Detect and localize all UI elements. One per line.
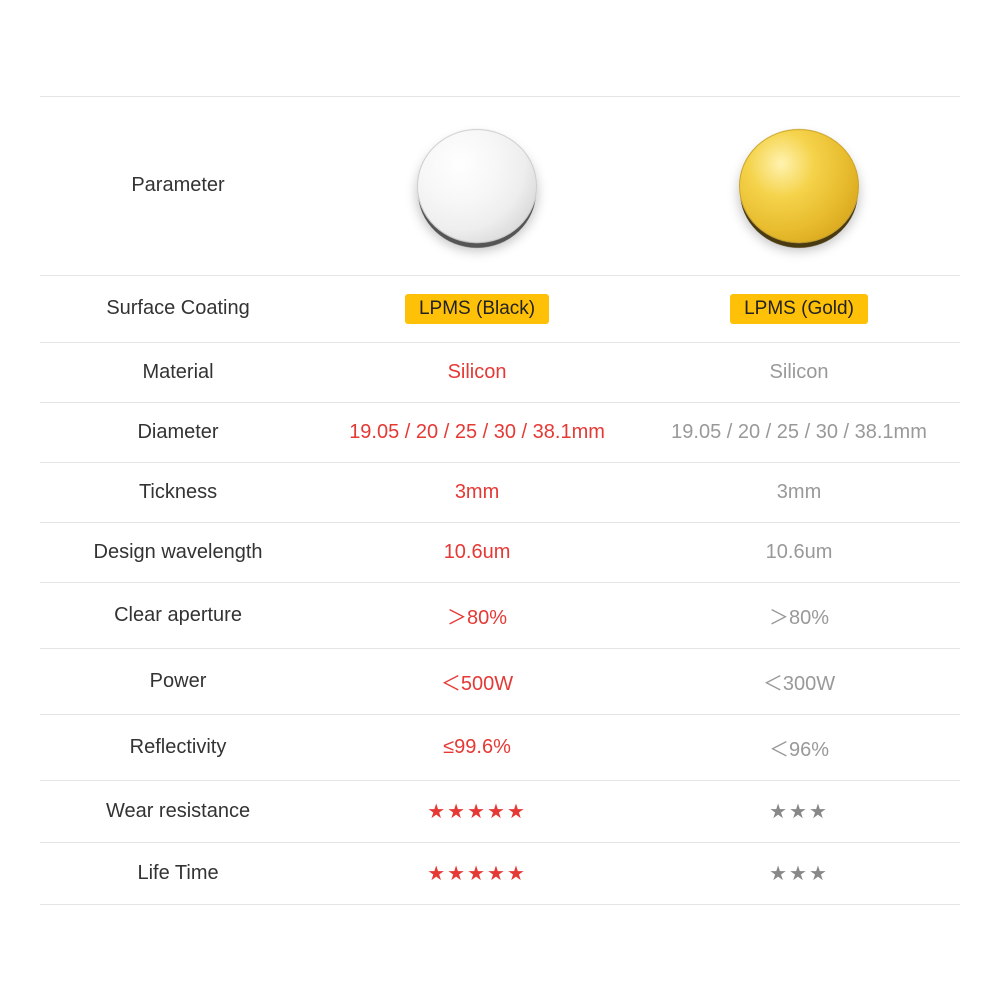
mirror-silver-icon xyxy=(417,128,537,242)
badge: LPMS (Black) xyxy=(405,294,549,324)
badge: LPMS (Gold) xyxy=(730,294,868,324)
col2-value: ★★★ xyxy=(638,843,960,904)
col2-value: ★★★ xyxy=(638,781,960,842)
param-label: Diameter xyxy=(40,403,316,462)
mirror-silver-wrap xyxy=(324,121,630,251)
table-row: Wear resistance★★★★★★★★ xyxy=(40,780,960,842)
mirror-gold-wrap xyxy=(646,121,952,251)
col1-value: 19.05 / 20 / 25 / 30 / 38.1mm xyxy=(316,403,638,462)
col2-value: ＞80% xyxy=(638,583,960,648)
col2-value: 19.05 / 20 / 25 / 30 / 38.1mm xyxy=(638,403,960,462)
header-col1-image xyxy=(316,97,638,275)
value-text: ＜300W xyxy=(763,673,835,695)
param-label: Surface Coating xyxy=(40,279,316,338)
value-text: ＞80% xyxy=(769,607,829,629)
col2-value: 10.6um xyxy=(638,523,960,582)
col1-value: LPMS (Black) xyxy=(316,276,638,342)
col1-value: 3mm xyxy=(316,463,638,522)
value-text: Silicon xyxy=(448,361,507,383)
table-row: Material Silicon Silicon xyxy=(40,342,960,402)
col1-value: Silicon xyxy=(316,343,638,402)
header-col2-image xyxy=(638,97,960,275)
param-label: Design wavelength xyxy=(40,523,316,582)
value-text: ＞80% xyxy=(447,607,507,629)
col1-value: 10.6um xyxy=(316,523,638,582)
param-label: Clear aperture xyxy=(40,586,316,645)
value-text: ★★★★★ xyxy=(427,801,527,823)
value-text: 10.6um xyxy=(766,541,833,563)
value-text: 19.05 / 20 / 25 / 30 / 38.1mm xyxy=(349,421,605,443)
value-text: ★★★★★ xyxy=(427,863,527,885)
table-row: Surface Coating LPMS (Black) LPMS (Gold) xyxy=(40,275,960,342)
value-text: ★★★ xyxy=(769,863,829,885)
col1-value: ＞80% xyxy=(316,583,638,648)
col2-value: Silicon xyxy=(638,343,960,402)
value-text: 3mm xyxy=(777,481,821,503)
value-text: ★★★ xyxy=(769,801,829,823)
value-text: 10.6um xyxy=(444,541,511,563)
col1-value: ＜500W xyxy=(316,649,638,714)
table-row: Diameter 19.05 / 20 / 25 / 30 / 38.1mm 19.… xyxy=(40,402,960,462)
value-text: 19.05 / 20 / 25 / 30 / 38.1mm xyxy=(671,421,927,443)
table-row: Reflectivity ≤99.6% ＜96% xyxy=(40,714,960,780)
value-text: ≤99.6% xyxy=(443,736,511,758)
table-row: Tickness 3mm 3mm xyxy=(40,462,960,522)
comparison-table: Parameter Surface Coating LPMS (Black) LPM… xyxy=(40,96,960,905)
col1-value: ★★★★★ xyxy=(316,843,638,904)
col2-value: 3mm xyxy=(638,463,960,522)
value-text: ＜500W xyxy=(441,673,513,695)
col2-value: ＜96% xyxy=(638,715,960,780)
table-row: Design wavelength 10.6um 10.6um xyxy=(40,522,960,582)
mirror-gold-icon xyxy=(739,128,859,242)
col1-value: ≤99.6% xyxy=(316,718,638,777)
value-text: Silicon xyxy=(770,361,829,383)
param-label: Reflectivity xyxy=(40,718,316,777)
param-label: Material xyxy=(40,343,316,402)
table-row: Clear aperture ＞80% ＞80% xyxy=(40,582,960,648)
param-label: Tickness xyxy=(40,463,316,522)
col2-value: LPMS (Gold) xyxy=(638,276,960,342)
value-text: 3mm xyxy=(455,481,499,503)
value-text: ＜96% xyxy=(769,739,829,761)
table-row: Power ＜500W ＜300W xyxy=(40,648,960,714)
param-label: Wear resistance xyxy=(40,782,316,841)
param-label: Power xyxy=(40,652,316,711)
header-row: Parameter xyxy=(40,96,960,275)
table-row: Life Time★★★★★★★★ xyxy=(40,842,960,905)
col2-value: ＜300W xyxy=(638,649,960,714)
param-label: Life Time xyxy=(40,844,316,903)
header-parameter: Parameter xyxy=(40,150,316,221)
col1-value: ★★★★★ xyxy=(316,781,638,842)
